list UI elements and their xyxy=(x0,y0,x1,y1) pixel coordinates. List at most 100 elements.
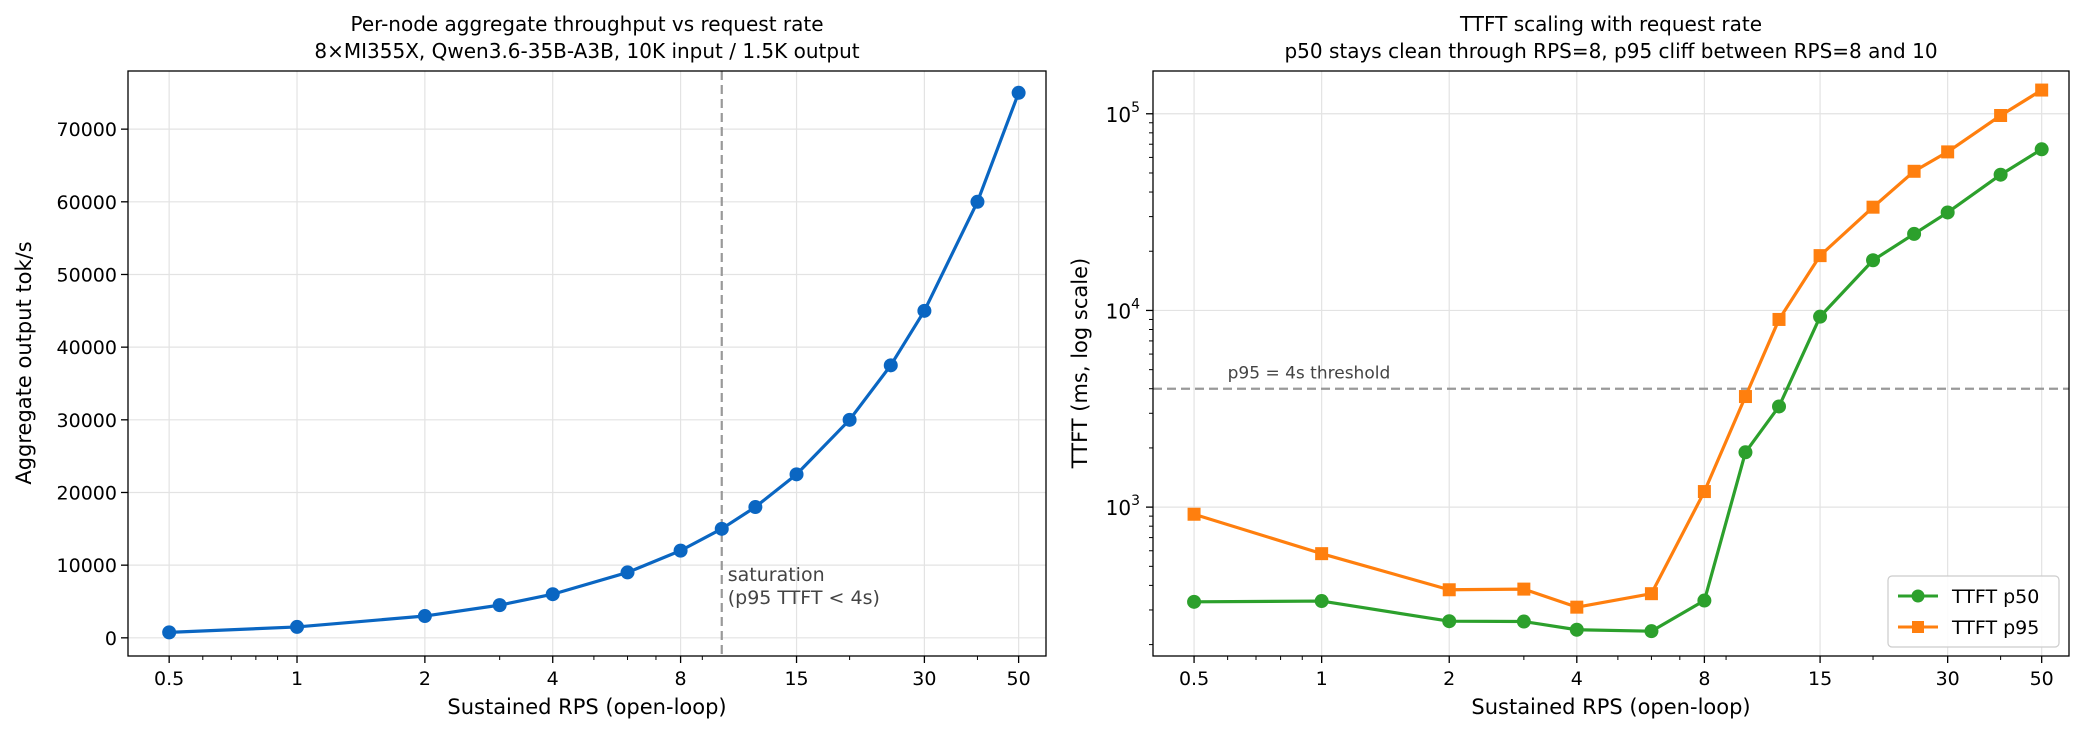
y-tick-label: 50000 xyxy=(57,264,117,286)
saturation-sublabel: (p95 TTFT < 4s) xyxy=(728,587,880,609)
axes-frame-left xyxy=(127,70,1047,657)
data-point xyxy=(1993,167,2008,182)
x-tick-label: 4 xyxy=(1571,668,1583,690)
threshold-label: p95 = 4s threshold xyxy=(1228,364,1391,384)
data-point xyxy=(1644,587,1658,601)
data-point xyxy=(1813,309,1828,324)
x-tick-label: 1 xyxy=(291,668,303,690)
y-tick-mantissa: 10 xyxy=(1106,103,1131,127)
y-tick-label: 10000 xyxy=(57,555,117,577)
chart-subtitle-right: p50 stays clean through RPS=8, p95 cliff… xyxy=(1284,39,1937,63)
series-layer-left xyxy=(162,85,1026,640)
threshold-annotation: p95 = 4s threshold xyxy=(1153,364,2069,390)
x-tick-label: 50 xyxy=(2030,668,2054,690)
x-ticks-left: 0.5 1 2 4 8 15 30 50 xyxy=(154,656,1031,690)
saturation-label: saturation xyxy=(728,564,825,586)
x-ticks-right: 0.5 1 2 4 8 15 30 50 xyxy=(1179,656,2054,690)
data-point xyxy=(1994,108,2008,122)
data-point xyxy=(1941,145,1955,159)
legend: TTFT p50 TTFT p95 xyxy=(1887,575,2060,648)
y-tick-label: 0 xyxy=(105,628,117,650)
data-point xyxy=(1187,594,1202,609)
y-tick-mantissa: 10 xyxy=(1106,299,1131,323)
data-point xyxy=(1866,253,1881,268)
y-tick-label: 105 xyxy=(1106,100,1140,127)
x-tick-label: 30 xyxy=(1936,668,1960,690)
data-point xyxy=(714,521,729,536)
data-point xyxy=(1314,594,1329,609)
data-point xyxy=(1772,312,1786,326)
x-tick-label: 30 xyxy=(912,668,936,690)
data-point xyxy=(1772,399,1787,414)
data-point xyxy=(1697,593,1712,608)
data-point xyxy=(620,565,635,580)
x-tick-label: 2 xyxy=(1443,668,1455,690)
y-tick-label: 40000 xyxy=(57,337,117,359)
data-point xyxy=(1569,622,1584,637)
data-point xyxy=(1940,205,1955,220)
y-tick-label: 70000 xyxy=(57,119,117,141)
y-ticks-left: 0 10000 20000 30000 40000 50000 60000 70000 xyxy=(57,119,128,650)
grid-left xyxy=(128,71,1046,656)
y-tick-label: 20000 xyxy=(57,482,117,504)
x-tick-label: 0.5 xyxy=(154,668,184,690)
data-point xyxy=(417,609,432,624)
data-point xyxy=(1442,614,1457,629)
data-point xyxy=(1813,249,1827,263)
data-point xyxy=(1187,507,1201,521)
y-tick-exponent: 4 xyxy=(1131,296,1140,312)
axes-frame-right xyxy=(1152,70,2070,657)
throughput-chart: Per-node aggregate throughput vs request… xyxy=(12,12,1047,719)
data-point xyxy=(1644,624,1659,639)
data-point xyxy=(1517,582,1531,596)
x-tick-label: 4 xyxy=(547,668,559,690)
chart-subtitle-left: 8×MI355X, Qwen3.6-35B-A3B, 10K input / 1… xyxy=(314,39,859,63)
data-point xyxy=(970,194,985,209)
data-point xyxy=(1907,164,1921,178)
data-point xyxy=(2035,83,2049,97)
y-tick-exponent: 3 xyxy=(1131,493,1140,509)
y-tick-mantissa: 10 xyxy=(1106,496,1131,520)
data-point xyxy=(917,303,932,318)
y-axis-label-left: Aggregate output tok/s xyxy=(12,241,36,484)
legend-box xyxy=(1887,575,2060,648)
data-point xyxy=(789,467,804,482)
x-tick-label: 50 xyxy=(1007,668,1031,690)
data-point xyxy=(492,598,507,613)
data-point xyxy=(1442,583,1456,597)
data-point xyxy=(545,587,560,602)
data-point xyxy=(1516,614,1531,629)
data-point xyxy=(1738,445,1753,460)
data-point xyxy=(1570,600,1584,614)
data-point xyxy=(1315,547,1329,561)
x-tick-label: 1 xyxy=(1316,668,1328,690)
x-tick-label: 8 xyxy=(675,668,687,690)
ttft-chart: TTFT scaling with request rate p50 stays… xyxy=(1068,12,2070,719)
x-tick-label: 8 xyxy=(1698,668,1710,690)
x-tick-label: 2 xyxy=(419,668,431,690)
x-tick-label: 15 xyxy=(784,668,808,690)
data-point xyxy=(1011,85,1026,100)
y-tick-label: 104 xyxy=(1106,296,1140,323)
y-tick-label: 103 xyxy=(1106,493,1140,520)
legend-marker-p50 xyxy=(1911,589,1925,603)
data-point xyxy=(1907,226,1922,241)
x-tick-label: 0.5 xyxy=(1179,668,1209,690)
data-point xyxy=(2034,142,2049,157)
data-point xyxy=(1697,485,1711,499)
x-axis-label-right: Sustained RPS (open-loop) xyxy=(1471,695,1750,719)
data-point xyxy=(842,412,857,427)
saturation-annotation: saturation (p95 TTFT < 4s) xyxy=(720,71,880,656)
y-tick-label: 60000 xyxy=(57,192,117,214)
y-tick-label: 30000 xyxy=(57,410,117,432)
legend-marker-p95 xyxy=(1912,621,1924,633)
data-point xyxy=(290,619,305,634)
data-point xyxy=(883,358,898,373)
chart-title-right: TTFT scaling with request rate xyxy=(1459,12,1762,36)
series-layer-right xyxy=(1187,83,2049,639)
data-point xyxy=(748,500,763,515)
data-point xyxy=(1738,390,1752,404)
data-point xyxy=(1866,200,1880,214)
